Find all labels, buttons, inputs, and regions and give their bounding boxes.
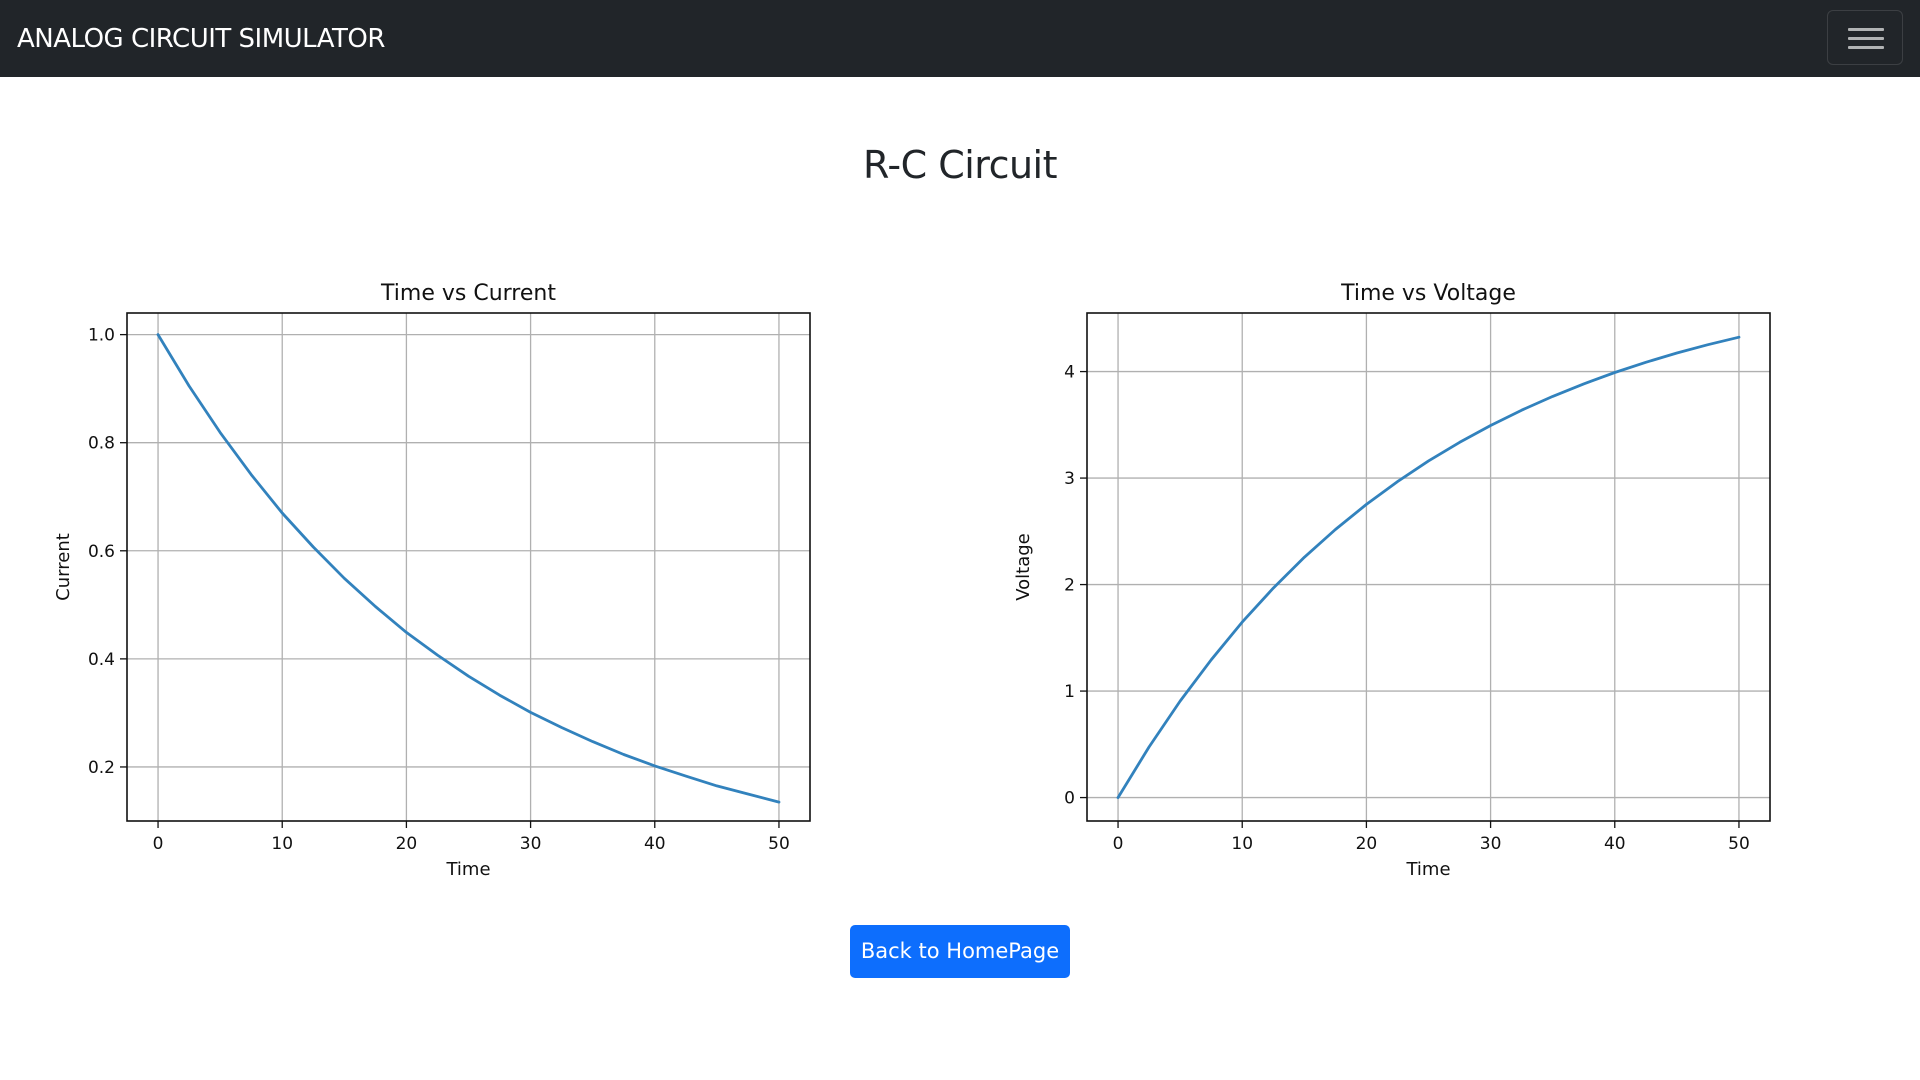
page-title: R-C Circuit — [863, 143, 1058, 187]
y-tick-label: 0.2 — [88, 758, 115, 778]
x-axis-label: Time — [445, 859, 490, 880]
x-tick-label: 30 — [520, 834, 542, 854]
chart-svg: 0 10 20 30 40 50 0.2 0.4 0.6 0.8 1.0 Time vs Curren… — [53, 281, 811, 880]
y-tick-label: 0.6 — [88, 542, 115, 562]
chart-time-vs-current: 0 10 20 30 40 50 0.2 0.4 0.6 0.8 1.0 Time vs Curren… — [35, 275, 835, 890]
y-axis-label: Voltage — [1013, 533, 1034, 601]
chart-title: Time vs Current — [380, 281, 556, 306]
chart-time-vs-voltage: 0 10 20 30 40 50 0 1 2 3 4 Time vs Voltage Time Volta… — [995, 275, 1795, 890]
y-tick-label: 0 — [1064, 789, 1075, 809]
back-to-homepage-button[interactable]: Back to HomePage — [850, 925, 1070, 978]
x-tick-label: 40 — [644, 834, 666, 854]
x-tick-label: 0 — [153, 834, 164, 854]
x-tick-label: 50 — [768, 834, 790, 854]
y-tick-label: 0.8 — [88, 434, 115, 454]
navbar-toggler-button[interactable] — [1827, 10, 1903, 65]
plot-frame — [1086, 312, 1771, 822]
x-tick-label: 30 — [1480, 834, 1502, 854]
x-tick-label: 10 — [1231, 834, 1253, 854]
series-line — [156, 333, 781, 804]
x-tick-label: 20 — [1356, 834, 1378, 854]
x-axis-label: Time — [1405, 859, 1450, 880]
x-tick-label: 50 — [1728, 834, 1750, 854]
y-tick-label: 2 — [1064, 576, 1075, 596]
x-tick-label: 0 — [1113, 834, 1124, 854]
navbar: ANALOG CIRCUIT SIMULATOR — [0, 0, 1920, 77]
hamburger-menu-icon — [1848, 28, 1884, 50]
chart-title: Time vs Voltage — [1340, 281, 1516, 306]
y-tick-label: 0.4 — [88, 650, 115, 670]
y-tick-label: 4 — [1064, 363, 1075, 383]
x-tick-label: 20 — [396, 834, 418, 854]
plot-frame — [126, 312, 811, 822]
navbar-brand[interactable]: ANALOG CIRCUIT SIMULATOR — [17, 24, 385, 54]
x-tick-label: 40 — [1604, 834, 1626, 854]
y-tick-label: 1.0 — [88, 326, 115, 346]
y-tick-label: 3 — [1064, 469, 1075, 489]
y-axis-label: Current — [53, 533, 74, 601]
chart-svg: 0 10 20 30 40 50 0 1 2 3 4 Time vs Voltage Time Volta… — [1013, 281, 1771, 880]
series-line — [1116, 335, 1741, 799]
x-tick-label: 10 — [271, 834, 293, 854]
y-tick-label: 1 — [1064, 682, 1075, 702]
